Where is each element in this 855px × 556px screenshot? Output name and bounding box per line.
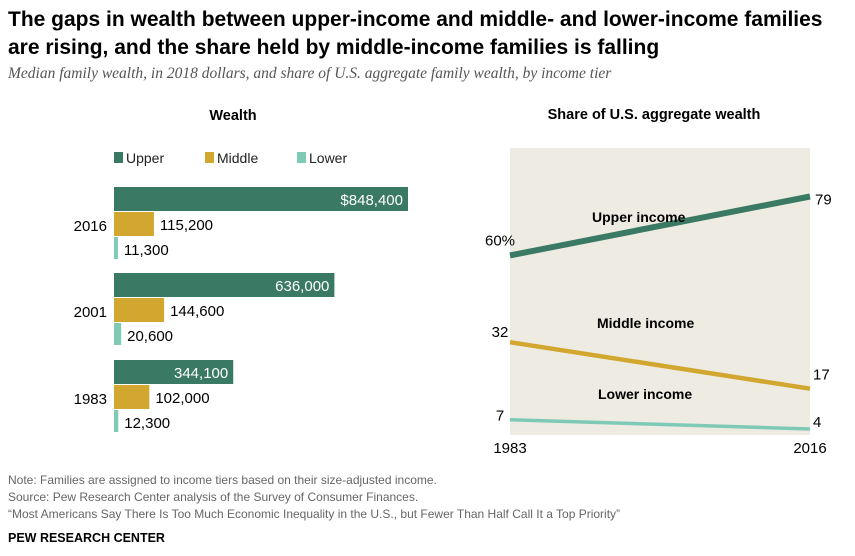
bar-label-lower-1983: 12,300 — [124, 415, 170, 432]
note-text: Note: Families are assigned to income ti… — [8, 473, 437, 487]
line-end-label-lower: 4 — [813, 414, 821, 431]
legend-label-upper: Upper — [126, 150, 164, 166]
bar-upper-2016 — [114, 187, 408, 211]
bar-upper-2001 — [114, 273, 335, 297]
bar-label-middle-2016: 115,200 — [160, 217, 213, 234]
line-start-label-upper: 60% — [485, 232, 515, 249]
legend-swatch-middle — [205, 152, 214, 163]
share-line-chart: Share of U.S. aggregate wealth 60% 79 Uppe… — [485, 107, 832, 457]
legend-label-middle: Middle — [217, 150, 258, 166]
year-label-2001: 2001 — [74, 304, 107, 321]
line-start-label-lower: 7 — [496, 408, 504, 425]
x-axis-label-start: 1983 — [493, 440, 526, 457]
legend-label-lower: Lower — [309, 150, 347, 166]
wealth-panel-title: Wealth — [209, 108, 256, 124]
bar-upper-1983 — [114, 360, 234, 384]
bar-label-upper-2016: $848,400 — [340, 192, 403, 209]
series-label-middle: Middle income — [597, 315, 694, 331]
bar-label-lower-2001: 20,600 — [127, 328, 173, 345]
bar-label-upper-1983: 344,100 — [174, 365, 228, 382]
year-label-1983: 1983 — [74, 391, 107, 408]
bar-middle-2016 — [114, 212, 154, 236]
share-panel-title: Share of U.S. aggregate wealth — [548, 107, 761, 123]
source-text: Source: Pew Research Center analysis of … — [8, 490, 419, 504]
charts-canvas: Wealth Upper Middle Lower 2016 $848,400 115,… — [74, 107, 832, 457]
line-end-label-middle: 17 — [813, 367, 830, 384]
legend-swatch-upper — [114, 152, 123, 163]
bar-middle-2001 — [114, 298, 165, 322]
chart-title: The gaps in wealth between upper-income … — [8, 8, 823, 59]
legend-swatch-lower — [297, 152, 306, 163]
pew-credit: PEW RESEARCH CENTER — [8, 531, 165, 545]
bar-label-middle-1983: 102,000 — [155, 390, 209, 407]
wealth-bars: 2016 $848,400 115,200 11,300 2001 636,000 144,… — [74, 187, 408, 432]
chart-subtitle: Median family wealth, in 2018 dollars, a… — [8, 65, 612, 82]
bar-lower-1983 — [114, 410, 119, 432]
line-upper — [509, 193, 811, 259]
bar-lower-2016 — [114, 237, 118, 259]
line-start-label-middle: 32 — [492, 324, 509, 341]
share-plot-background — [510, 148, 810, 435]
series-label-lower: Lower income — [598, 386, 692, 402]
x-axis-label-end: 2016 — [793, 440, 826, 457]
share-lines: 60% 79 Upper income 32 17 Middle income 7 4 Lowe… — [485, 192, 832, 458]
report-title-text: “Most Americans Say There Is Too Much Ec… — [8, 507, 621, 521]
line-lower — [509, 417, 811, 431]
year-label-2016: 2016 — [74, 218, 107, 235]
series-label-upper: Upper income — [592, 209, 686, 225]
bar-label-lower-2016: 11,300 — [124, 242, 169, 259]
bar-label-upper-2001: 636,000 — [275, 278, 329, 295]
wealth-bar-chart: Wealth Upper Middle Lower 2016 $848,400 115,… — [74, 108, 408, 432]
bar-lower-2001 — [114, 323, 122, 345]
bar-label-middle-2001: 144,600 — [170, 303, 224, 320]
line-middle — [509, 339, 811, 391]
bar-middle-1983 — [114, 385, 150, 409]
line-end-label-upper: 79 — [815, 192, 832, 209]
legend: Upper Middle Lower — [114, 150, 347, 166]
